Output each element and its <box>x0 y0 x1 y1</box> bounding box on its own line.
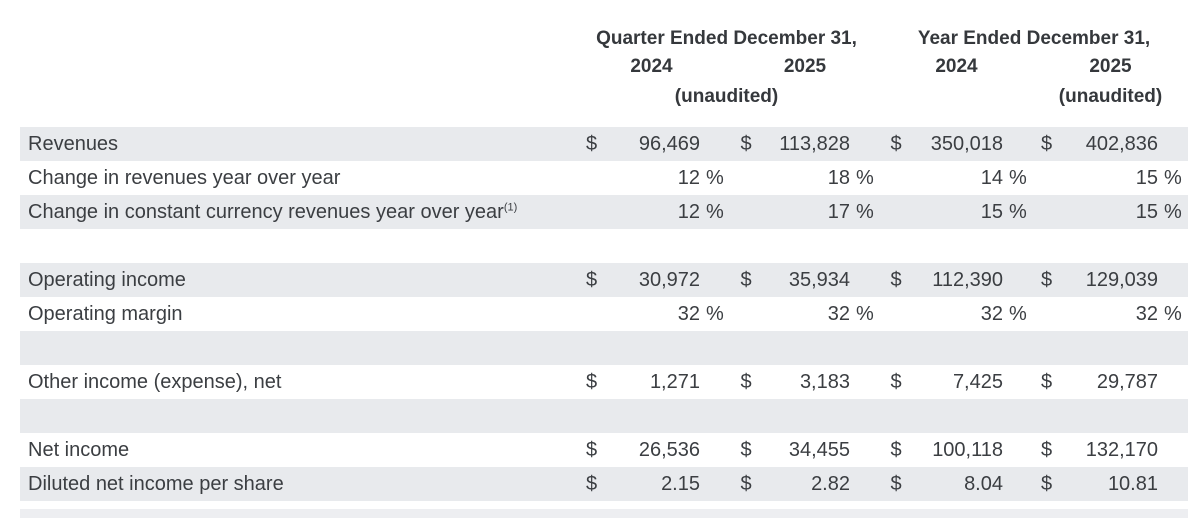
percent-symbol: % <box>1009 200 1027 223</box>
currency-symbol: $ <box>890 370 902 393</box>
percent-symbol: % <box>706 166 724 189</box>
currency-symbol: $ <box>740 132 752 155</box>
cell-value: 402,836 <box>1085 132 1158 155</box>
currency-symbol: $ <box>890 472 902 495</box>
currency-symbol: $ <box>890 268 902 291</box>
year-unaudited-label: (unaudited) <box>1058 86 1163 107</box>
cell-value: 1,271 <box>649 370 700 393</box>
currency-symbol: $ <box>585 268 598 291</box>
currency-symbol: $ <box>585 370 598 393</box>
cell-value: 30,972 <box>638 268 700 291</box>
cell-value: 14 <box>980 166 1003 189</box>
cell-value: 35,934 <box>788 268 850 291</box>
cell-value: 17 <box>827 200 850 223</box>
percent-symbol: % <box>856 302 874 325</box>
cell-value: 112,390 <box>932 268 1003 291</box>
year-2025-heading: 2025 <box>1089 56 1132 77</box>
table-row: Operating margin 32% 32% 32% 32% <box>20 297 1188 331</box>
row-label: Diluted net income per share <box>28 472 284 495</box>
table-row: Change in revenues year over year 12% 18% 1… <box>20 161 1188 195</box>
row-label: Net income <box>28 438 130 461</box>
percent-symbol: % <box>706 302 724 325</box>
cell-value: 129,039 <box>1085 268 1158 291</box>
percent-symbol: % <box>1164 200 1182 223</box>
table-row: Diluted net income per share $2.15 $2.82 $8… <box>20 467 1188 501</box>
cell-value: 26,536 <box>638 438 700 461</box>
cell-value: 12 <box>677 200 700 223</box>
currency-symbol: $ <box>740 438 752 461</box>
cell-value: 15 <box>1135 166 1158 189</box>
quarter-2024-heading: 2024 <box>630 56 673 77</box>
table-row: Operating income $30,972 $35,934 $112,390 $1… <box>20 263 1188 297</box>
cell-value: 32 <box>677 302 700 325</box>
cell-value: 15 <box>1135 200 1158 223</box>
currency-symbol: $ <box>1040 132 1053 155</box>
currency-symbol: $ <box>585 472 598 495</box>
currency-symbol: $ <box>890 438 902 461</box>
row-label: Change in constant currency revenues yea… <box>28 200 518 223</box>
currency-symbol: $ <box>890 132 902 155</box>
cell-value: 96,469 <box>638 132 700 155</box>
currency-symbol: $ <box>1040 438 1053 461</box>
row-label: Other income (expense), net <box>28 370 282 393</box>
cell-value: 113,828 <box>779 132 850 155</box>
currency-symbol: $ <box>1040 268 1053 291</box>
quarter-2025-heading: 2025 <box>783 56 827 77</box>
quarter-unaudited-label: (unaudited) <box>674 86 779 107</box>
cell-value: 3,183 <box>799 370 850 393</box>
percent-symbol: % <box>856 166 874 189</box>
currency-symbol: $ <box>1040 472 1053 495</box>
row-label: Revenues <box>28 132 119 155</box>
cell-value: 18 <box>827 166 850 189</box>
spacer-row <box>20 229 1188 263</box>
cell-value: 2.82 <box>811 472 850 495</box>
spacer-row <box>20 399 1188 433</box>
cell-value: 34,455 <box>788 438 850 461</box>
percent-symbol: % <box>706 200 724 223</box>
cell-value: 32 <box>980 302 1003 325</box>
percent-symbol: % <box>1164 166 1182 189</box>
footnote-marker: (1) <box>503 200 518 213</box>
cell-value: 7,425 <box>952 370 1003 393</box>
currency-symbol: $ <box>585 132 598 155</box>
table-row: Other income (expense), net $1,271 $3,183 $… <box>20 365 1188 399</box>
cell-value: 29,787 <box>1096 370 1158 393</box>
percent-symbol: % <box>1009 302 1027 325</box>
currency-symbol: $ <box>585 438 598 461</box>
cell-value: 32 <box>1135 302 1158 325</box>
row-label: Operating income <box>28 268 186 291</box>
cell-value: 10.81 <box>1107 472 1158 495</box>
spacer-row <box>20 331 1188 365</box>
cell-value: 100,118 <box>932 438 1003 461</box>
percent-symbol: % <box>856 200 874 223</box>
year-2024-heading: 2024 <box>935 56 978 77</box>
row-label: Change in revenues year over year <box>28 166 341 189</box>
cell-value: 15 <box>980 200 1003 223</box>
currency-symbol: $ <box>740 370 752 393</box>
cell-value: 132,170 <box>1085 438 1158 461</box>
table-row: Net income $26,536 $34,455 $100,118 $132,170 <box>20 433 1188 467</box>
table-row: Revenues $96,469 $113,828 $350,018 $402,836 <box>20 127 1188 161</box>
quarter-ended-heading: Quarter Ended December 31, <box>596 28 857 49</box>
currency-symbol: $ <box>740 472 752 495</box>
cell-value: 32 <box>827 302 850 325</box>
percent-symbol: % <box>1009 166 1027 189</box>
cell-value: 350,018 <box>930 132 1003 155</box>
row-label: Operating margin <box>28 302 183 325</box>
table-body: Revenues $96,469 $113,828 $350,018 $402,836 C… <box>0 127 1190 501</box>
percent-symbol: % <box>1164 302 1182 325</box>
currency-symbol: $ <box>1040 370 1053 393</box>
year-ended-heading: Year Ended December 31, <box>917 28 1151 49</box>
table-header: Quarter Ended December 31, Year Ended De… <box>0 0 1190 112</box>
cell-value: 12 <box>677 166 700 189</box>
cell-value: 2.15 <box>661 472 700 495</box>
currency-symbol: $ <box>740 268 752 291</box>
cell-value: 8.04 <box>964 472 1003 495</box>
next-row-partial-bar <box>20 509 1188 518</box>
table-row: Change in constant currency revenues yea… <box>20 195 1188 229</box>
